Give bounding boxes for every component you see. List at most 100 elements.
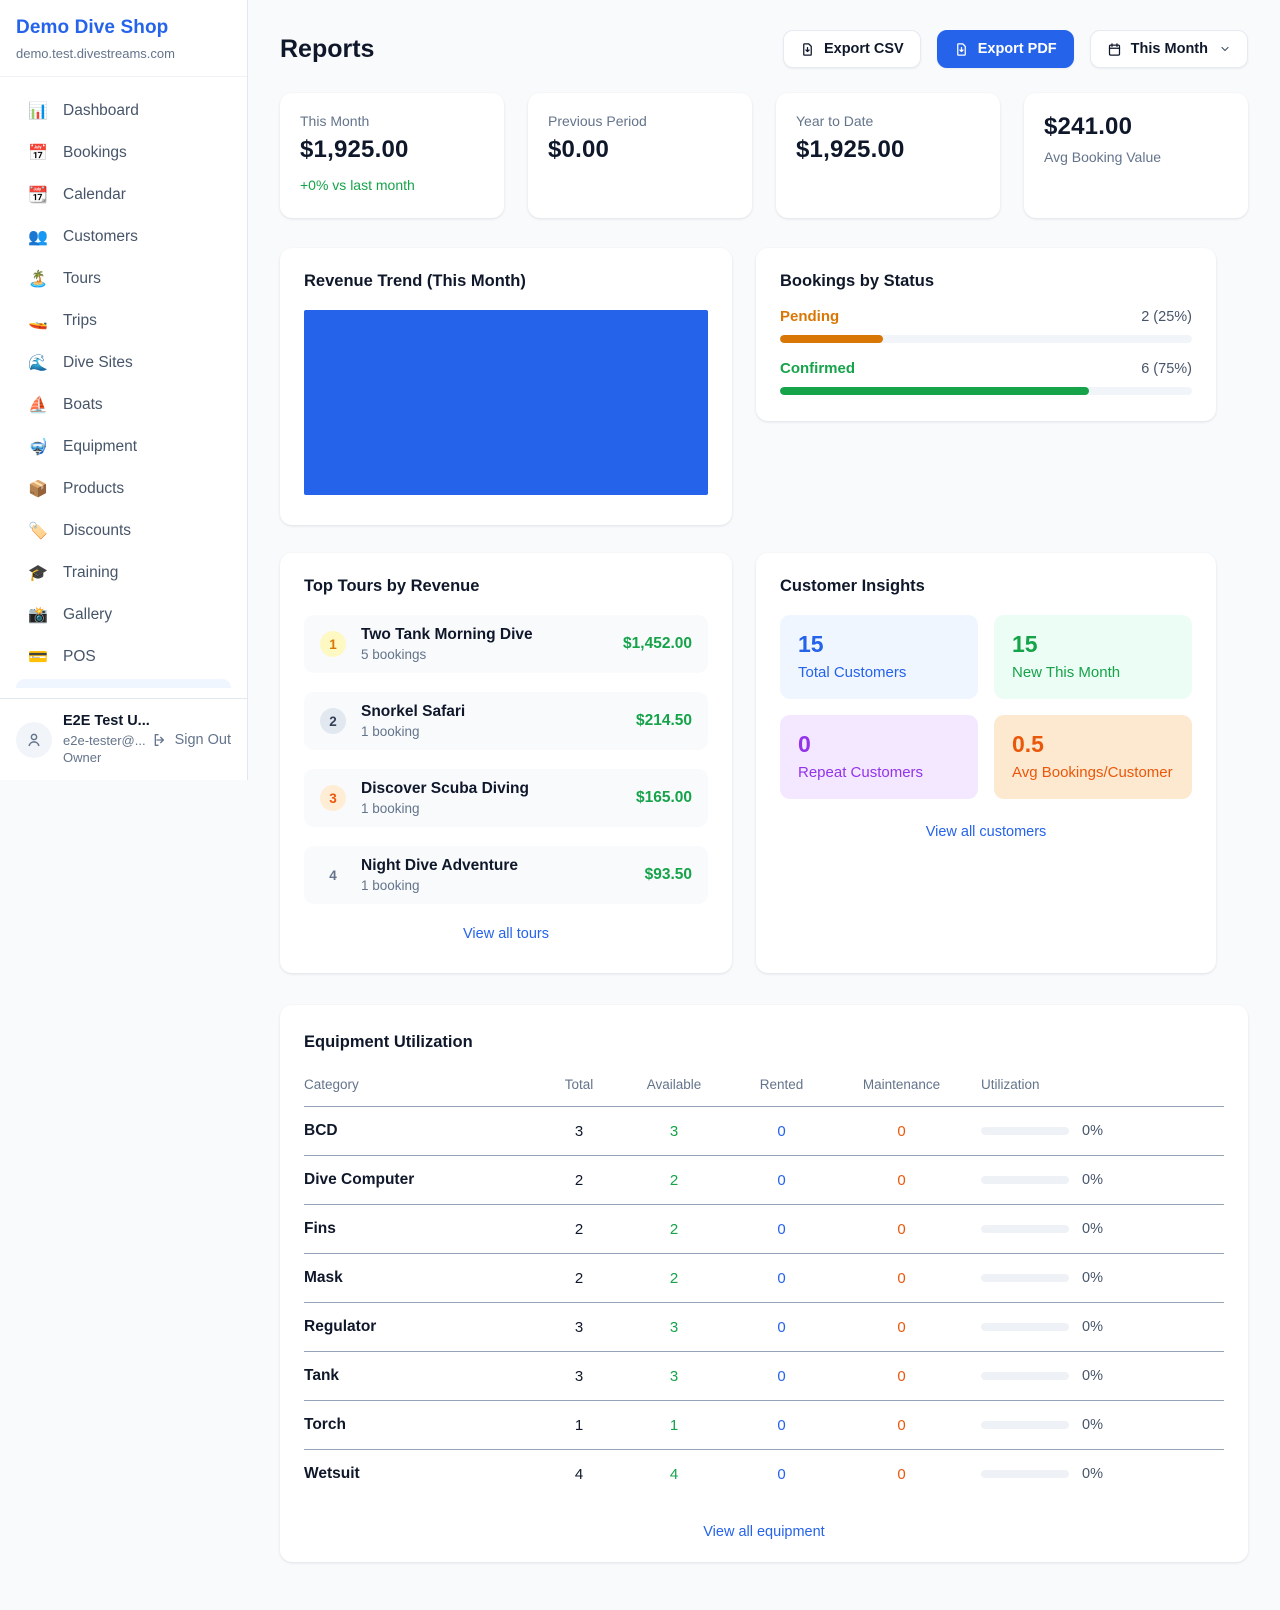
utilization-percent: 0% xyxy=(1082,1123,1103,1139)
equipment-row: Regulator 3 3 0 0 0% xyxy=(304,1303,1224,1352)
sidebar-item-dashboard[interactable]: 📊 Dashboard xyxy=(12,91,235,131)
sidebar-item-boats[interactable]: ⛵ Boats xyxy=(12,385,235,425)
chevron-down-icon xyxy=(1221,46,1229,52)
sidebar-item-label: Products xyxy=(63,480,125,497)
view-all-tours-link[interactable]: View all tours xyxy=(463,926,549,942)
shop-name: Demo Dive Shop xyxy=(16,17,169,38)
column-header: Maintenance xyxy=(862,1077,941,1092)
avatar xyxy=(16,721,52,758)
status-bar-track xyxy=(780,335,1192,343)
column-header: Total xyxy=(564,1077,594,1092)
column-header: Available xyxy=(646,1077,702,1092)
sidebar-item-bookings[interactable]: 📅 Bookings xyxy=(12,133,235,173)
stat-card: $241.00 Avg Booking Value xyxy=(1024,93,1248,218)
tour-revenue: $165.00 xyxy=(635,789,692,806)
sidebar-item-equipment[interactable]: 🤿 Equipment xyxy=(12,427,235,467)
sidebar-item-label: Calendar xyxy=(63,186,126,203)
sidebar-item-discounts[interactable]: 🏷️ Discounts xyxy=(12,511,235,551)
export-csv-button[interactable]: Export CSV xyxy=(782,30,921,68)
user-info: E2E Test U... e2e-tester@... Owner xyxy=(63,712,150,767)
export-csv-label: Export CSV xyxy=(823,41,904,57)
tour-revenue: $1,452.00 xyxy=(623,635,692,652)
column-header: Category xyxy=(304,1077,359,1092)
sign-out-icon xyxy=(154,733,164,746)
person-icon xyxy=(28,733,40,746)
sign-out-button[interactable]: Sign Out xyxy=(152,732,231,748)
sign-out-label: Sign Out xyxy=(174,731,231,748)
stat-label: Avg Booking Value xyxy=(1044,149,1162,165)
insight-label: Avg Bookings/Customer xyxy=(1012,764,1173,781)
equipment-maintenance: 0 xyxy=(897,1269,906,1287)
period-dropdown[interactable]: This Month xyxy=(1089,30,1248,68)
insight-tile: 0.5 Avg Bookings/Customer xyxy=(994,715,1192,799)
customer-insights-title: Customer Insights xyxy=(780,577,925,595)
equipment-total: 3 xyxy=(574,1318,584,1336)
equipment-total: 1 xyxy=(574,1416,584,1434)
insight-value: 0.5 xyxy=(1012,731,1044,757)
equipment-category: Torch xyxy=(304,1416,346,1433)
equipment-available: 2 xyxy=(669,1269,679,1287)
equipment-category: Mask xyxy=(304,1269,343,1286)
sidebar-item-customers[interactable]: 👥 Customers xyxy=(12,217,235,257)
equipment-row: Dive Computer 2 2 0 0 0% xyxy=(304,1156,1224,1205)
stat-delta: +0% vs last month xyxy=(300,177,415,193)
utilization-percent: 0% xyxy=(1082,1319,1103,1335)
stat-label: Previous Period xyxy=(548,113,647,129)
equipment-available: 4 xyxy=(669,1465,679,1483)
status-label: Pending xyxy=(780,308,840,325)
sidebar-item-tours[interactable]: 🏝️ Tours xyxy=(12,259,235,299)
sidebar-item-pos[interactable]: 💳 POS xyxy=(12,637,235,677)
sidebar-item-label: Gallery xyxy=(63,606,113,623)
equipment-category: Dive Computer xyxy=(304,1171,415,1188)
tour-bookings: 1 booking xyxy=(361,878,420,893)
file-download-icon xyxy=(956,42,966,56)
sidebar-item-label: Trips xyxy=(63,312,97,329)
sidebar-item-products[interactable]: 📦 Products xyxy=(12,469,235,509)
sidebar-item-label: Discounts xyxy=(63,522,132,539)
export-pdf-button[interactable]: Export PDF xyxy=(936,30,1074,68)
sidebar-item-calendar[interactable]: 📆 Calendar xyxy=(12,175,235,215)
camera-icon: 📸 xyxy=(28,607,48,624)
utilization-bar-track xyxy=(981,1421,1069,1429)
sidebar-item-gallery[interactable]: 📸 Gallery xyxy=(12,595,235,635)
export-pdf-label: Export PDF xyxy=(977,41,1057,57)
view-all-customers-link[interactable]: View all customers xyxy=(925,824,1047,840)
equipment-maintenance: 0 xyxy=(897,1122,906,1140)
tour-info: Two Tank Morning Dive 5 bookings xyxy=(361,626,533,662)
view-all-equipment-link[interactable]: View all equipment xyxy=(703,1524,825,1540)
equipment-row: Torch 1 1 0 0 0% xyxy=(304,1401,1224,1450)
graduation-cap-icon: 🎓 xyxy=(28,565,48,582)
equipment-category: BCD xyxy=(304,1122,338,1139)
sidebar-item-dive-sites[interactable]: 🌊 Dive Sites xyxy=(12,343,235,383)
sidebar-item-reports-partial[interactable] xyxy=(16,679,231,688)
utilization-bar-track xyxy=(981,1372,1069,1380)
equipment-utilization: 0% xyxy=(969,1123,1224,1139)
revenue-trend-card: Revenue Trend (This Month) xyxy=(280,248,732,525)
sidebar-item-label: Equipment xyxy=(63,438,138,455)
sidebar-item-training[interactable]: 🎓 Training xyxy=(12,553,235,593)
insight-tile: 15 New This Month xyxy=(994,615,1192,699)
utilization-bar-track xyxy=(981,1470,1069,1478)
utilization-percent: 0% xyxy=(1082,1417,1103,1433)
header-actions: Export CSV Export PDF This Month xyxy=(782,30,1248,68)
status-row: Pending 2 (25%) xyxy=(780,308,1192,325)
package-icon: 📦 xyxy=(28,481,48,498)
status-label: Confirmed xyxy=(780,360,855,377)
equipment-maintenance: 0 xyxy=(897,1171,906,1189)
tag-icon: 🏷️ xyxy=(28,523,48,540)
equipment-category: Wetsuit xyxy=(304,1465,360,1482)
main-content: Reports Export CSV Export PDF This Month xyxy=(248,0,1280,1594)
people-icon: 👥 xyxy=(28,229,48,246)
equipment-category: Tank xyxy=(304,1367,340,1384)
user-name: E2E Test U... xyxy=(63,713,150,730)
equipment-row: Wetsuit 4 4 0 0 0% xyxy=(304,1450,1224,1498)
tour-name: Snorkel Safari xyxy=(361,703,466,720)
equipment-table-header: Category Total Available Rented Maintenance U… xyxy=(304,1073,1224,1107)
sidebar-item-label: Boats xyxy=(63,396,103,413)
sidebar-item-label: Dive Sites xyxy=(63,354,133,371)
sidebar-item-trips[interactable]: 🚤 Trips xyxy=(12,301,235,341)
equipment-utilization-title: Equipment Utilization xyxy=(304,1033,473,1051)
revenue-trend-title: Revenue Trend (This Month) xyxy=(304,272,526,290)
tear-off-calendar-icon: 📆 xyxy=(28,187,48,204)
equipment-rented: 0 xyxy=(777,1318,786,1336)
